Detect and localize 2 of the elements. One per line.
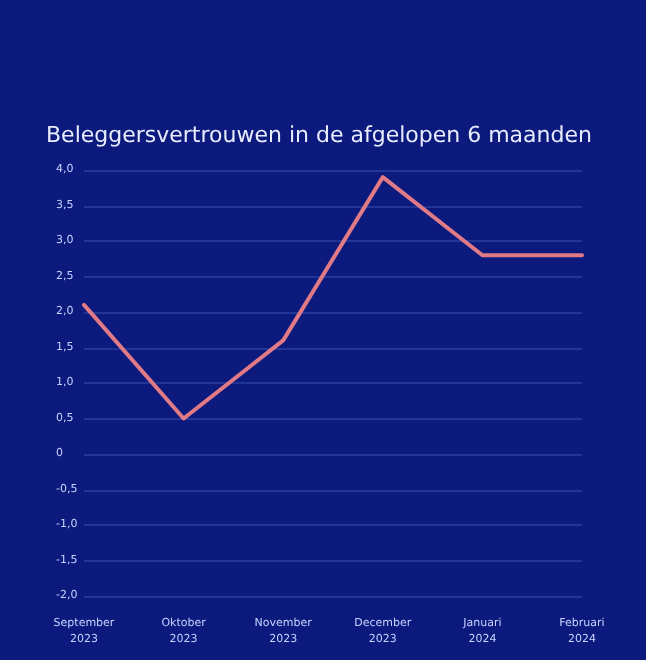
- line-series: [82, 175, 584, 421]
- chart-title: Beleggersvertrouwen in de afgelopen 6 maanden: [46, 122, 593, 148]
